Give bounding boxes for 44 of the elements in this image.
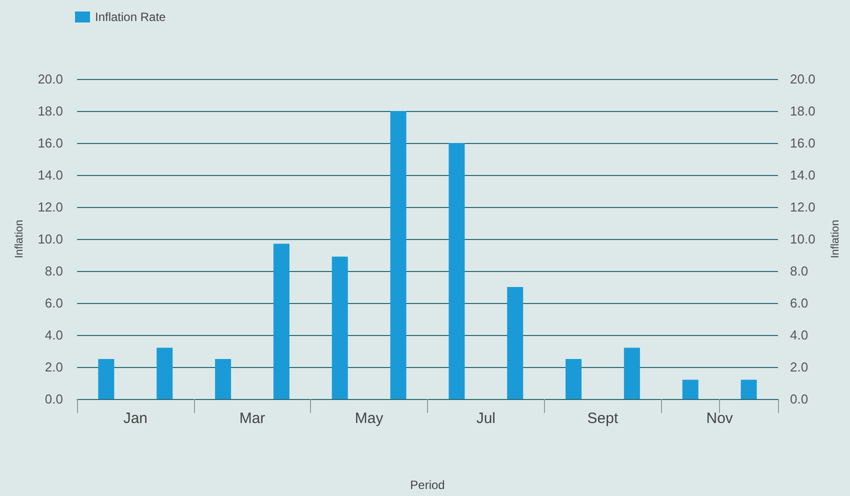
x-axis-title: Period <box>410 478 445 492</box>
y-tick-label: 18.0 <box>38 104 63 118</box>
x-tick-label: Jul <box>476 410 496 427</box>
y2-tick-label: 14.0 <box>790 168 816 182</box>
y2-tick-label: 10.0 <box>790 232 816 246</box>
y-tick-label: 8.0 <box>44 264 63 278</box>
bar <box>624 348 640 399</box>
y2-tick-label: 18.0 <box>790 104 816 118</box>
y-axis-title: Inflation <box>14 220 26 258</box>
bar <box>390 111 406 399</box>
y2-tick-label: 0.0 <box>790 392 808 406</box>
y2-tick-label: 20.0 <box>790 72 816 86</box>
y2-tick-label: 2.0 <box>790 360 808 374</box>
y2-tick-label: 12.0 <box>790 200 816 214</box>
y2-axis-title: Inflation <box>830 220 842 258</box>
legend-label: Inflation Rate <box>95 10 166 24</box>
y-tick-label: 0.0 <box>44 392 63 406</box>
bar <box>740 380 757 399</box>
bar <box>448 143 465 399</box>
y-tick-label: 16.0 <box>38 136 63 150</box>
y2-tick-label: 4.0 <box>790 328 808 342</box>
y2-tick-label: 16.0 <box>790 136 816 150</box>
y-tick-label: 2.0 <box>44 360 63 374</box>
y-tick-label: 4.0 <box>44 328 63 342</box>
x-tick-label: Jan <box>123 410 148 427</box>
y2-tick-label: 6.0 <box>790 296 808 310</box>
bar <box>507 287 524 399</box>
y-tick-label: 12.0 <box>38 200 63 214</box>
y-tick-label: 10.0 <box>38 232 63 246</box>
x-tick-label: Mar <box>239 410 266 427</box>
x-tick-label: May <box>354 410 384 427</box>
y2-tick-label: 8.0 <box>790 264 808 278</box>
y-tick-label: 14.0 <box>38 168 63 182</box>
bar <box>682 380 698 399</box>
bar <box>332 256 348 399</box>
bar <box>273 244 290 399</box>
x-tick-label: Nov <box>706 410 734 427</box>
bar <box>156 348 173 399</box>
bar <box>98 359 114 399</box>
x-tick-label: Sept <box>587 410 620 427</box>
bar <box>215 359 232 399</box>
bar <box>566 359 582 399</box>
y-tick-label: 20.0 <box>38 72 63 86</box>
y-tick-label: 6.0 <box>44 296 63 310</box>
